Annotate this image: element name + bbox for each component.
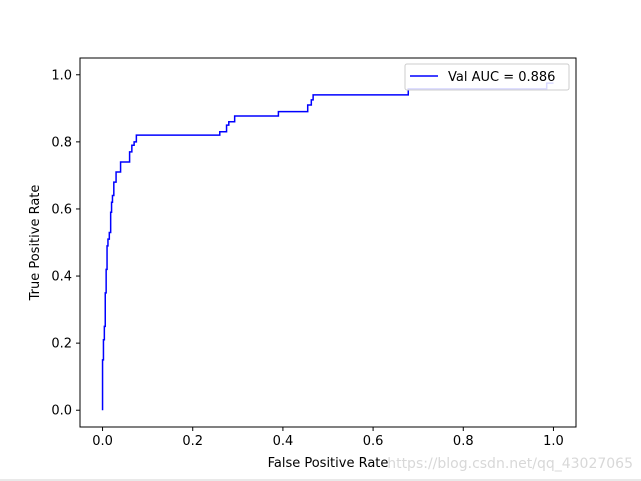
- y-tick-label: 0.0: [51, 404, 72, 419]
- legend-box: [404, 63, 570, 91]
- x-axis: 0.0 0.2 0.4 0.6 0.8 1.0: [92, 427, 564, 449]
- x-tick-label: 0.2: [182, 434, 203, 449]
- x-tick-label: 0.8: [453, 434, 474, 449]
- plot-area: 0.0 0.2 0.4 0.6 0.8 1.0 0.0 0.2 0.4 0.6 0.8 1.0: [51, 57, 577, 449]
- y-tick-label: 1.0: [51, 68, 72, 83]
- y-axis: 0.0 0.2 0.4 0.6 0.8 1.0: [51, 68, 80, 419]
- x-tick-label: 0.4: [273, 434, 294, 449]
- legend-label: Val AUC = 0.886: [448, 70, 555, 85]
- y-tick-label: 0.6: [51, 202, 72, 217]
- y-tick-label: 0.2: [51, 337, 72, 352]
- watermark-text: https://blog.csdn.net/qq_43027065: [387, 456, 633, 472]
- legend: Val AUC = 0.886: [404, 63, 570, 91]
- x-tick-label: 0.0: [92, 434, 113, 449]
- bottom-rule: [0, 479, 641, 481]
- x-axis-label: False Positive Rate: [268, 456, 389, 471]
- x-tick-label: 1.0: [543, 434, 564, 449]
- y-axis-label: True Positive Rate: [28, 185, 43, 302]
- axes-frame: [79, 57, 577, 428]
- roc-curve-line: [101, 82, 554, 411]
- y-tick-label: 0.8: [51, 135, 72, 150]
- x-tick-label: 0.6: [363, 434, 384, 449]
- y-tick-label: 0.4: [51, 270, 72, 285]
- series-layer: [101, 82, 554, 411]
